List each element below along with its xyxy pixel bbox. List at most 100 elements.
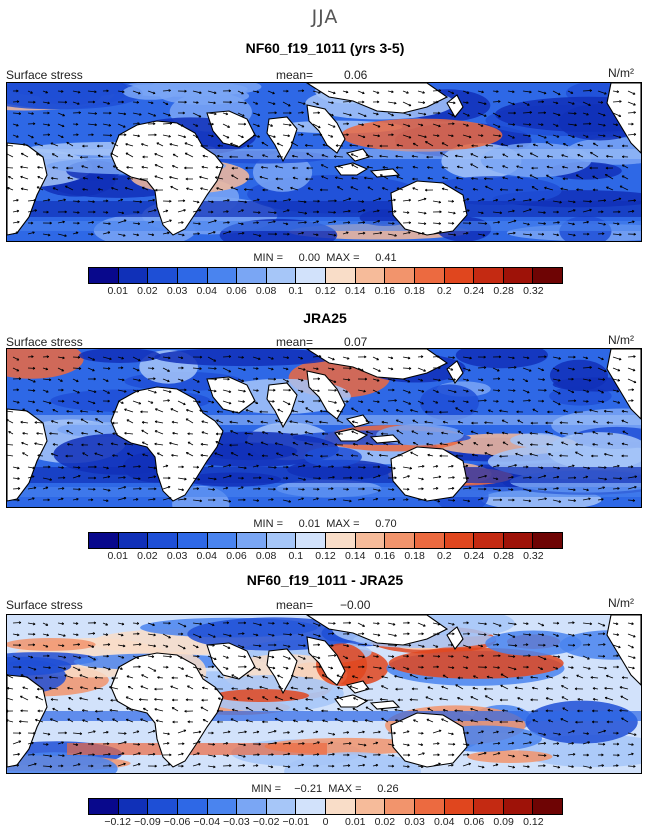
panel-1-colorbar-ticks: 0.01 0.02 0.03 0.04 0.06 0.08 0.1 0.12 0.14 0.16 0… — [88, 285, 563, 299]
colorbar-tick-label: −0.06 — [163, 816, 191, 828]
colorbar-swatch — [266, 533, 297, 548]
panel-3-minmax: MIN = −0.21 MAX = 0.26 — [0, 783, 650, 795]
colorbar-tick-label: −0.12 — [104, 816, 131, 828]
colorbar-swatch — [237, 799, 267, 814]
panel-2-min-label: MIN = — [253, 518, 284, 530]
colorbar-swatch — [148, 799, 178, 814]
colorbar-tick-label: 0.06 — [463, 816, 485, 828]
colorbar-swatch — [414, 533, 445, 548]
colorbar-tick-label: 0.04 — [434, 816, 455, 828]
colorbar-swatch — [503, 268, 534, 283]
colorbar-swatch — [355, 268, 386, 283]
colorbar-tick-label: 0.16 — [374, 550, 396, 562]
colorbar-swatch — [326, 268, 356, 283]
panel-1-minmax: MIN = 0.00 MAX = 0.41 — [0, 252, 650, 264]
colorbar-swatch — [89, 533, 119, 548]
panel-1-units: N/m² — [608, 66, 634, 80]
panel-3-mean-value: −0.00 — [340, 598, 371, 612]
colorbar-tick-label: 0.2 — [436, 550, 452, 562]
colorbar-swatch — [177, 533, 208, 548]
colorbar-swatch — [118, 799, 149, 814]
colorbar-tick-label: 0.08 — [255, 550, 277, 562]
colorbar-swatch — [385, 799, 415, 814]
colorbar-tick-label: 0.01 — [107, 285, 128, 297]
colorbar-tick-label: 0.32 — [523, 550, 544, 562]
colorbar-swatch — [89, 799, 119, 814]
panel-3-units: N/m² — [608, 596, 634, 610]
colorbar-tick-label: 0.24 — [463, 285, 485, 297]
colorbar-swatch — [177, 799, 208, 814]
colorbar-swatch — [177, 268, 208, 283]
colorbar-tick-label: −0.02 — [252, 816, 280, 828]
colorbar-swatch — [207, 533, 238, 548]
colorbar-swatch — [533, 533, 562, 548]
panel-3-title: NF60_f19_1011 - JRA25 — [246, 572, 404, 588]
panel-2-max-value: 0.70 — [375, 518, 397, 530]
colorbar-tick-label: −0.01 — [282, 816, 310, 828]
colorbar-swatch — [296, 799, 326, 814]
colorbar-swatch — [355, 533, 386, 548]
colorbar-tick-label: 0.2 — [436, 285, 452, 297]
colorbar-swatch — [207, 268, 238, 283]
colorbar-swatch — [266, 268, 297, 283]
colorbar-tick-label: 0.1 — [288, 285, 304, 297]
season-title: JJA — [311, 6, 339, 28]
colorbar-swatch — [296, 533, 326, 548]
colorbar-tick-label: 0.06 — [226, 285, 247, 297]
colorbar-tick-label: 0.1 — [288, 550, 304, 562]
colorbar-tick-label: 0.03 — [166, 550, 188, 562]
colorbar-swatch — [148, 533, 178, 548]
colorbar-swatch — [207, 799, 238, 814]
panel-3-min-value: −0.21 — [294, 783, 323, 795]
panel-3-max-value: 0.26 — [377, 783, 399, 795]
colorbar-tick-label: 0.02 — [374, 816, 396, 828]
panel-2-minmax: MIN = 0.01 MAX = 0.70 — [0, 518, 650, 530]
panel-1-max-value: 0.41 — [375, 252, 397, 264]
panel-1-min-value: 0.00 — [298, 252, 321, 264]
colorbar-swatch — [296, 268, 326, 283]
colorbar-swatch — [118, 533, 149, 548]
panel-1-map-svg — [7, 83, 641, 241]
panel-1-mean-value: 0.06 — [344, 68, 368, 82]
panel-2-title: JRA25 — [303, 310, 347, 326]
colorbar-tick-label: 0.03 — [166, 285, 188, 297]
panel-2-min-value: 0.01 — [298, 518, 321, 530]
panel-3-colorbar-ticks: −0.12 −0.09 −0.06 −0.04 −0.03 −0.02 −0.01 0 0.01… — [88, 816, 563, 830]
colorbar-tick-label: 0.28 — [493, 550, 514, 562]
colorbar-swatch — [474, 533, 504, 548]
colorbar-swatch — [148, 268, 178, 283]
colorbar-swatch — [355, 799, 386, 814]
colorbar-swatch — [326, 533, 356, 548]
panel-2-colorbar-ticks: 0.01 0.02 0.03 0.04 0.06 0.08 0.1 0.12 0.14 0.16 0… — [88, 550, 563, 564]
colorbar-tick-label: 0.14 — [344, 285, 366, 297]
colorbar-tick-label: 0.28 — [493, 285, 514, 297]
colorbar-tick-label: 0.03 — [404, 816, 425, 828]
colorbar-swatch — [414, 268, 445, 283]
panel-2-colorbar — [88, 532, 563, 549]
panel-1-max-label: MAX = — [326, 252, 360, 264]
panel-3-map — [6, 614, 642, 774]
colorbar-swatch — [237, 533, 267, 548]
panel-1-min-label: MIN = — [253, 252, 284, 264]
panel-3-colorbar — [88, 798, 563, 815]
colorbar-tick-label: 0 — [322, 816, 329, 828]
colorbar-tick-label: 0.02 — [137, 550, 158, 562]
colorbar-swatch — [474, 268, 504, 283]
colorbar-tick-label: 0.14 — [344, 550, 366, 562]
panel-3-min-label: MIN = — [251, 783, 282, 795]
panel-3-map-svg — [7, 615, 641, 773]
colorbar-swatch — [118, 268, 149, 283]
colorbar-swatch — [533, 268, 562, 283]
colorbar-tick-label: 0.04 — [196, 550, 217, 562]
colorbar-swatch — [385, 533, 415, 548]
colorbar-tick-label: 0.01 — [107, 550, 128, 562]
colorbar-swatch — [474, 799, 504, 814]
colorbar-tick-label: 0.09 — [493, 816, 514, 828]
colorbar-tick-label: −0.04 — [193, 816, 221, 828]
colorbar-swatch — [385, 268, 415, 283]
colorbar-swatch — [266, 799, 297, 814]
colorbar-tick-label: 0.12 — [315, 550, 336, 562]
panel-2-units: N/m² — [608, 333, 634, 347]
colorbar-swatch — [503, 533, 534, 548]
colorbar-swatch — [444, 533, 475, 548]
